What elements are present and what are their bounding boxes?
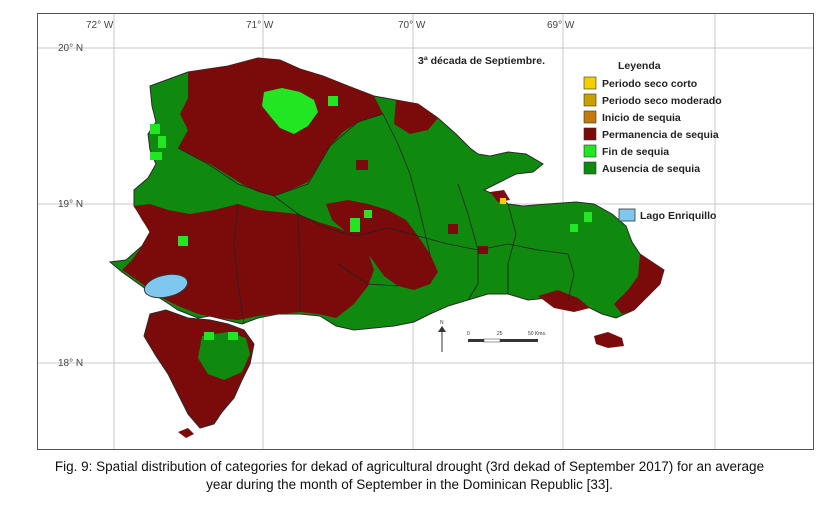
- end-pixel-6: [364, 210, 372, 218]
- legend: Leyenda Periodo seco corto Periodo seco m…: [583, 60, 722, 222]
- map-canvas: 72° W 71° W 70° W 69° W 20° N 19° N 18° …: [38, 14, 813, 449]
- end-pixel-3: [150, 152, 162, 160]
- legend-label-lake: Lago Enriquillo: [640, 210, 716, 222]
- border-9: [297, 213, 301, 312]
- central-west-zone: [122, 204, 374, 320]
- scale-seg-2: [483, 338, 501, 343]
- southeast-coast-zone: [538, 290, 590, 312]
- lake-enriquillo: [143, 273, 189, 299]
- legend-label-1: Periodo seco corto: [602, 78, 697, 90]
- scale-label-0: 0: [467, 331, 470, 337]
- border-1: [177, 113, 384, 197]
- end-pixel-4: [178, 236, 188, 246]
- border-8: [233, 203, 245, 325]
- scale-label-50: 50 Kms.: [528, 331, 546, 337]
- drought-end-zones: [150, 88, 592, 340]
- north-coast-zone: [394, 100, 438, 134]
- lat-tick-19n: 19° N: [58, 199, 83, 210]
- end-pixel-9: [204, 332, 214, 340]
- north-arrow-letter: N: [440, 320, 444, 326]
- border-7: [567, 253, 575, 301]
- end-pixel-11: [328, 96, 338, 106]
- end-pixel-5: [350, 218, 360, 232]
- legend-swatch-2: [583, 93, 597, 107]
- lon-tick-69w: 69° W: [547, 20, 575, 31]
- end-pixel-8: [584, 212, 592, 222]
- caption-line-2: year during the month of September in th…: [206, 477, 613, 492]
- end-pixel-10: [228, 332, 238, 340]
- beata-island: [178, 428, 194, 438]
- caption-line-1: Fig. 9: Spatial distribution of categori…: [54, 459, 765, 474]
- legend-items: Periodo seco corto Periodo seco moderado I…: [583, 76, 722, 175]
- province-borders: [177, 113, 575, 325]
- legend-swatch-5: [583, 144, 597, 158]
- short-dry-spot: [500, 198, 506, 204]
- border-2: [273, 195, 357, 237]
- border-4: [382, 113, 431, 255]
- lon-tick-71w: 71° W: [246, 20, 274, 31]
- map-frame: 72° W 71° W 70° W 69° W 20° N 19° N 18° …: [37, 13, 814, 450]
- legend-swatch-1: [583, 76, 597, 90]
- legend-label-5: Fin de sequia: [602, 146, 669, 158]
- scale-bar: 0 25 50 Kms.: [467, 331, 546, 343]
- end-zone-north: [262, 88, 318, 134]
- border-5: [457, 183, 479, 301]
- pixel-b: [356, 160, 368, 170]
- east-tip-zone: [614, 254, 664, 314]
- border-3: [355, 227, 569, 255]
- scale-seg-1: [468, 339, 484, 342]
- legend-label-4: Permanencia de sequia: [602, 129, 719, 141]
- scale-seg-3: [500, 339, 538, 342]
- lat-tick-18n: 18° N: [58, 358, 83, 369]
- legend-title: Leyenda: [618, 60, 661, 72]
- border-6: [507, 203, 517, 294]
- legend-swatch-3: [583, 110, 597, 124]
- figure-caption: Fig. 9: Spatial distribution of categori…: [0, 458, 819, 494]
- legend-label-2: Periodo seco moderado: [602, 95, 722, 107]
- border-10: [337, 263, 399, 287]
- lon-tick-70w: 70° W: [398, 20, 426, 31]
- north-arrow: N: [438, 320, 446, 352]
- end-pixel-1: [150, 124, 160, 134]
- legend-swatch-4: [583, 127, 597, 141]
- scale-label-25: 25: [497, 331, 503, 337]
- pixel-d: [478, 246, 488, 254]
- north-arrow-head: [438, 326, 446, 332]
- lat-tick-20n: 20° N: [58, 43, 83, 54]
- end-pixel-7: [570, 224, 578, 232]
- pixel-c: [448, 224, 458, 234]
- legend-swatch-6: [583, 161, 597, 175]
- lon-tick-72w: 72° W: [86, 20, 114, 31]
- legend-label-6: Ausencia de sequia: [602, 163, 700, 175]
- map-title: 3ª década de Septiembre.: [418, 55, 545, 67]
- legend-swatch-lake: [618, 208, 636, 222]
- end-pixel-2: [158, 136, 166, 148]
- saona-island: [594, 332, 624, 348]
- southwest-green-area: [198, 332, 250, 380]
- legend-label-3: Inicio de sequia: [602, 112, 681, 124]
